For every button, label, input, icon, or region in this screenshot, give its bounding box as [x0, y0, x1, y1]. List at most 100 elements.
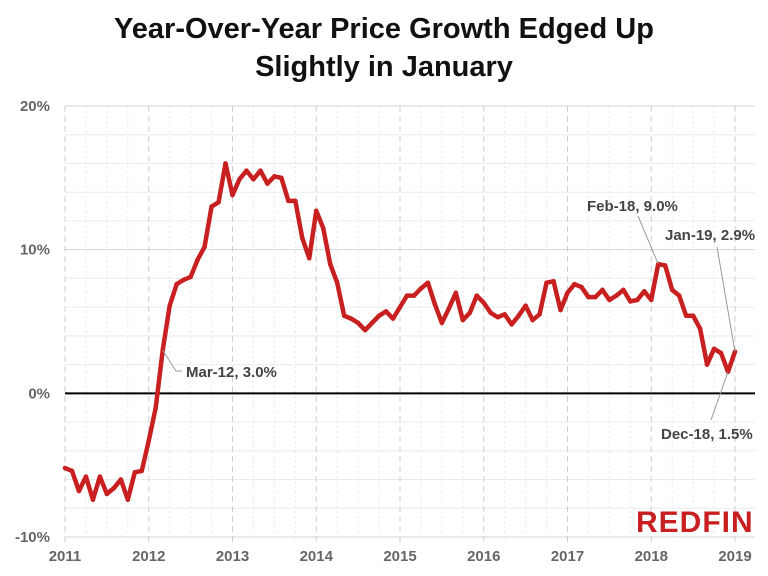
series-segment — [453, 290, 466, 323]
data-point — [251, 177, 256, 182]
x-tick-label: 2013 — [216, 548, 249, 565]
series-segment — [537, 280, 549, 317]
series-segment — [467, 293, 480, 316]
data-point — [195, 257, 200, 262]
data-point — [216, 200, 221, 205]
redfin-logo: REDFIN — [636, 506, 754, 539]
data-point — [704, 362, 710, 367]
data-point — [348, 316, 354, 321]
data-point — [467, 310, 472, 316]
data-point — [607, 297, 612, 303]
series-segment — [327, 261, 340, 285]
data-point — [258, 168, 263, 173]
data-point — [586, 294, 591, 300]
data-point — [321, 225, 326, 231]
data-point — [83, 474, 89, 479]
data-point — [132, 470, 137, 475]
series-segment — [320, 225, 333, 267]
data-point — [355, 320, 361, 326]
series-segment — [551, 279, 563, 313]
annotation-leader — [637, 215, 659, 265]
series-segment — [146, 405, 158, 443]
data-point — [209, 204, 214, 209]
data-point — [307, 256, 312, 261]
data-point — [697, 326, 703, 331]
data-point — [544, 280, 549, 285]
data-point — [272, 174, 277, 179]
data-point — [293, 198, 298, 204]
data-point — [202, 244, 207, 249]
series-segment — [690, 313, 703, 331]
data-point — [558, 307, 563, 313]
data-point — [286, 198, 291, 204]
data-point — [223, 161, 228, 166]
data-point — [621, 287, 626, 293]
data-point — [649, 297, 654, 303]
series-segment — [223, 161, 235, 198]
series-segment — [125, 470, 138, 502]
x-tick-label: 2019 — [718, 548, 751, 565]
data-point — [523, 303, 528, 308]
data-point — [62, 465, 68, 471]
data-point — [488, 310, 493, 316]
data-point — [390, 316, 396, 321]
data-point — [572, 281, 577, 287]
series-segment — [230, 177, 242, 198]
data-point — [97, 474, 103, 479]
data-point — [153, 405, 158, 410]
series-segment — [314, 208, 326, 231]
data-point — [579, 284, 584, 290]
data-point — [334, 280, 340, 285]
data-point — [104, 491, 110, 497]
data-point — [404, 293, 410, 298]
data-point — [188, 274, 193, 280]
data-point — [174, 281, 179, 287]
data-point — [551, 279, 556, 284]
y-tick-label: 10% — [20, 242, 50, 259]
data-point — [446, 306, 452, 311]
x-tick-label: 2016 — [467, 548, 500, 565]
data-point — [125, 497, 131, 502]
series-segment — [334, 280, 347, 319]
data-point — [711, 346, 717, 351]
annotation-leader — [710, 371, 729, 421]
data-point — [614, 293, 619, 298]
data-point — [628, 299, 633, 304]
data-point — [516, 313, 521, 318]
data-point — [635, 297, 640, 303]
series-segment — [425, 280, 438, 307]
series-segment — [160, 303, 172, 353]
data-point — [118, 477, 124, 482]
series-segment — [662, 263, 675, 293]
data-point — [383, 309, 389, 314]
data-point — [146, 438, 151, 443]
data-point — [690, 313, 696, 318]
series-segment — [676, 293, 689, 319]
series-segment — [90, 474, 103, 502]
series-segment — [523, 303, 535, 323]
data-point — [167, 303, 172, 308]
annotation-label: Dec-18, 1.5% — [661, 426, 753, 443]
data-point — [376, 313, 382, 318]
data-point — [502, 312, 507, 317]
series-segment — [153, 347, 165, 410]
data-point — [495, 314, 500, 320]
data-point — [237, 177, 242, 182]
data-point — [328, 261, 333, 267]
data-point — [76, 488, 82, 494]
data-point — [642, 289, 647, 294]
data-point — [139, 468, 144, 474]
data-point — [425, 280, 431, 285]
x-tick-label: 2018 — [635, 548, 668, 565]
data-point — [537, 312, 542, 317]
series-segment — [202, 204, 214, 250]
series-segment — [307, 208, 319, 261]
data-point — [111, 485, 117, 491]
series-segment — [195, 244, 207, 262]
series-segment — [649, 261, 661, 303]
grid — [64, 105, 755, 542]
data-point — [460, 317, 466, 323]
series-segment — [704, 346, 717, 367]
x-tick-label: 2012 — [132, 548, 165, 565]
data-point — [600, 287, 605, 293]
